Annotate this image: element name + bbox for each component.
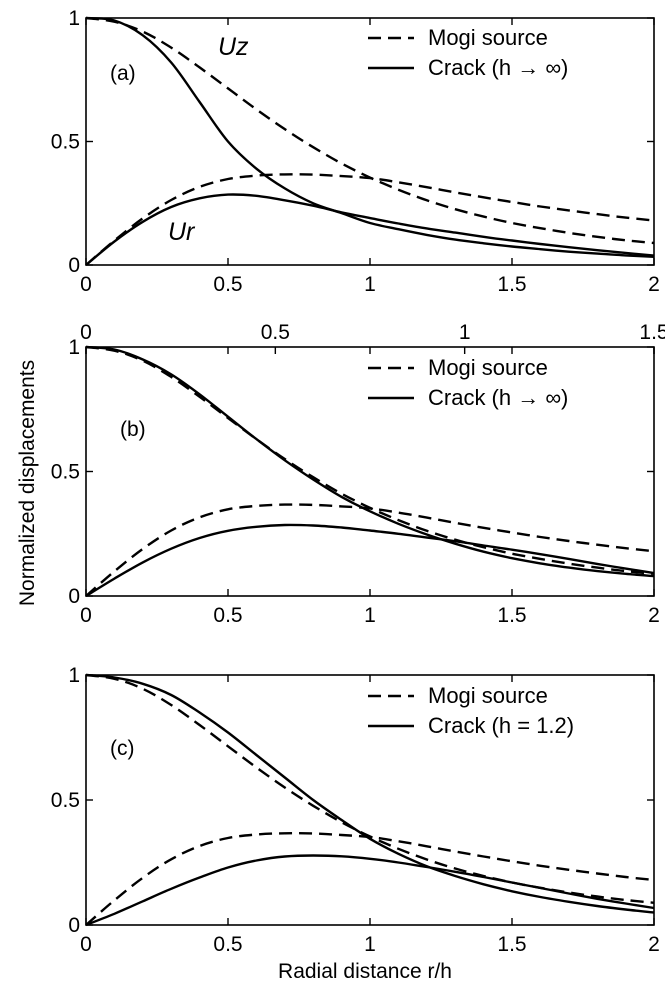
series-line-crack-3 [85, 193, 655, 266]
legend-label-crack: Crack (h → ∞) [428, 385, 568, 410]
top-tick-label: 0.5 [261, 321, 290, 344]
y-tick-label: 0 [68, 914, 80, 937]
legend-label-crack: Crack (h → ∞) [428, 55, 568, 80]
x-tick-label: 0 [80, 604, 92, 627]
legend-label-mogi: Mogi source [428, 355, 548, 380]
y-tick-label: 1 [68, 664, 80, 687]
y-tick-label: 1 [68, 336, 80, 359]
x-tick-label: 1 [364, 933, 376, 956]
series-line-crack-2 [85, 673, 655, 914]
x-tick-label: 1 [364, 604, 376, 627]
y-tick-label: 0 [68, 254, 80, 277]
panel-letter: (b) [120, 418, 146, 441]
x-tick-label: 1.5 [497, 933, 526, 956]
series-line-mogi-1 [85, 503, 655, 597]
legend-label-mogi: Mogi source [428, 25, 548, 50]
y-tick-label: 0 [68, 585, 80, 608]
curve-annotation: Ur [168, 218, 196, 246]
series-line-crack-3 [85, 854, 655, 927]
x-tick-label: 1 [364, 273, 376, 296]
series-line-crack-2 [85, 16, 655, 258]
x-axis-label: Radial distance r/h [278, 960, 452, 983]
series-line-mogi-1 [85, 831, 655, 926]
x-tick-label: 0.5 [213, 933, 242, 956]
x-tick-label: 1.5 [497, 273, 526, 296]
x-tick-label: 0 [80, 273, 92, 296]
panel-a: 0 0.5 1 1.5 2 0 0.5 1 Mogi source Crack (h → ∞) (a… [51, 7, 660, 296]
x-tick-label: 1.5 [497, 604, 526, 627]
panel-letter: (c) [110, 737, 135, 760]
series-line-mogi-1 [85, 173, 655, 266]
top-tick-label: 1.5 [639, 321, 665, 344]
x-tick-label: 2 [648, 604, 660, 627]
legend-label-mogi: Mogi source [428, 683, 548, 708]
y-tick-label: 0.5 [51, 461, 80, 484]
top-tick-label: 1 [459, 321, 471, 344]
y-tick-label: 0.5 [51, 131, 80, 154]
curve-annotation: Uz [218, 33, 249, 61]
y-axis-label: Normalized displacements [16, 360, 39, 606]
x-tick-label: 2 [648, 273, 660, 296]
panel-c: 0 0.5 1 1.5 2 0 0.5 1 Mogi source Crack (h = 1.2)… [51, 664, 660, 956]
x-tick-label: 0.5 [213, 604, 242, 627]
y-tick-label: 1 [68, 7, 80, 30]
series-line-crack-3 [85, 523, 655, 598]
legend-label-crack: Crack (h = 1.2) [428, 713, 574, 738]
panel-letter: (a) [110, 62, 136, 85]
x-tick-label: 0 [80, 933, 92, 956]
x-tick-label: 2 [648, 933, 660, 956]
x-axis-label-text: Radial distance r/h [278, 960, 452, 983]
panels: 0 0.5 1 1.5 2 0 0.5 1 Mogi source Crack (h → ∞) (a… [51, 7, 665, 956]
y-tick-label: 0.5 [51, 789, 80, 812]
series-line-mogi-0 [85, 345, 655, 575]
x-tick-label: 0.5 [213, 273, 242, 296]
series-line-crack-2 [85, 345, 655, 578]
top-tick-label: 0 [80, 321, 92, 344]
